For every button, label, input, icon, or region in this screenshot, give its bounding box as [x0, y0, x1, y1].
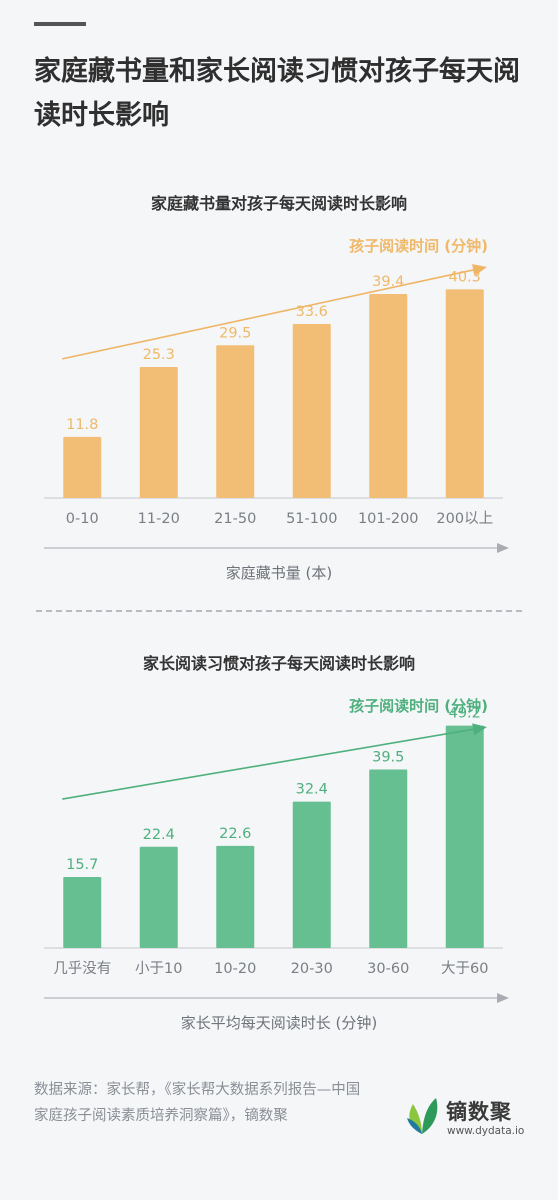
- leaf-logo-icon: [407, 1098, 438, 1134]
- logo-url: www.dydata.io: [447, 1125, 525, 1137]
- bar: [216, 845, 255, 948]
- x-tick-label: 51-100: [286, 511, 337, 527]
- x-tick-label: 101-200: [358, 511, 419, 527]
- x-tick-label: 20-30: [291, 961, 333, 977]
- y-axis-label: 孩子阅读时间 (分钟): [349, 237, 488, 255]
- x-tick-label: 21-50: [214, 511, 256, 527]
- x-tick-label: 大于60: [441, 960, 488, 977]
- bar: [139, 367, 178, 498]
- bar: [445, 725, 484, 948]
- x-tick-label: 11-20: [138, 511, 180, 527]
- bar: [292, 324, 331, 498]
- chart-book-count: 11.80-1025.311-2029.521-5033.651-10039.4…: [44, 237, 509, 582]
- data-label: 39.5: [372, 749, 404, 765]
- y-axis-label: 孩子阅读时间 (分钟): [349, 697, 488, 715]
- bar: [369, 293, 408, 498]
- trend-arrow-head: [472, 723, 487, 736]
- trend-arrow-head: [472, 264, 487, 276]
- data-label: 11.8: [66, 417, 98, 433]
- data-label: 22.4: [143, 827, 175, 843]
- x-tick-label: 小于10: [135, 960, 182, 977]
- trend-arrow-line: [62, 269, 474, 360]
- data-label: 49.2: [449, 706, 481, 722]
- top-rule: [34, 22, 86, 26]
- data-label: 29.5: [219, 325, 251, 341]
- bar: [63, 877, 102, 948]
- data-source: 数据来源：家长帮，《家长帮大数据系列报告—中国家庭孩子阅读素质培养洞察篇》，镝数…: [34, 1082, 361, 1124]
- bar: [445, 289, 484, 498]
- data-label: 15.7: [66, 857, 98, 873]
- data-label: 32.4: [296, 782, 328, 798]
- bar: [63, 436, 102, 498]
- bar: [292, 801, 331, 948]
- chart-parent-reading: 15.7 几乎没有 22.4 小于10 22.6 10-20 32.4 20-30 39.5 30…: [44, 697, 509, 1032]
- data-label: 25.3: [143, 347, 175, 363]
- x-axis-arrow-head: [497, 993, 509, 1003]
- x-tick-label: 30-60: [367, 961, 409, 977]
- chart-1-title: 家庭藏书量对孩子每天阅读时长影响: [150, 194, 407, 213]
- bar: [139, 846, 178, 948]
- bar: [369, 769, 408, 948]
- x-axis-label: 家庭藏书量 (本): [226, 564, 332, 582]
- x-tick-label: 10-20: [214, 961, 256, 977]
- chart-2-title: 家长阅读习惯对孩子每天阅读时长影响: [142, 654, 415, 673]
- x-axis-arrow-head: [497, 543, 509, 553]
- x-tick-label: 几乎没有: [53, 960, 111, 977]
- x-axis-label: 家长平均每天阅读时长 (分钟): [181, 1014, 377, 1032]
- section-divider: [36, 610, 522, 612]
- main-title: 家庭藏书量和家长阅读习惯对孩子每天阅读时长影响: [34, 56, 520, 131]
- trend-arrow-line: [62, 728, 474, 800]
- x-tick-label: 0-10: [66, 511, 99, 527]
- x-tick-label: 200以上: [436, 510, 493, 527]
- logo-name: 镝数聚: [446, 1100, 512, 1124]
- data-label: 22.6: [219, 826, 251, 842]
- bar: [216, 345, 255, 498]
- data-label: 33.6: [296, 304, 328, 320]
